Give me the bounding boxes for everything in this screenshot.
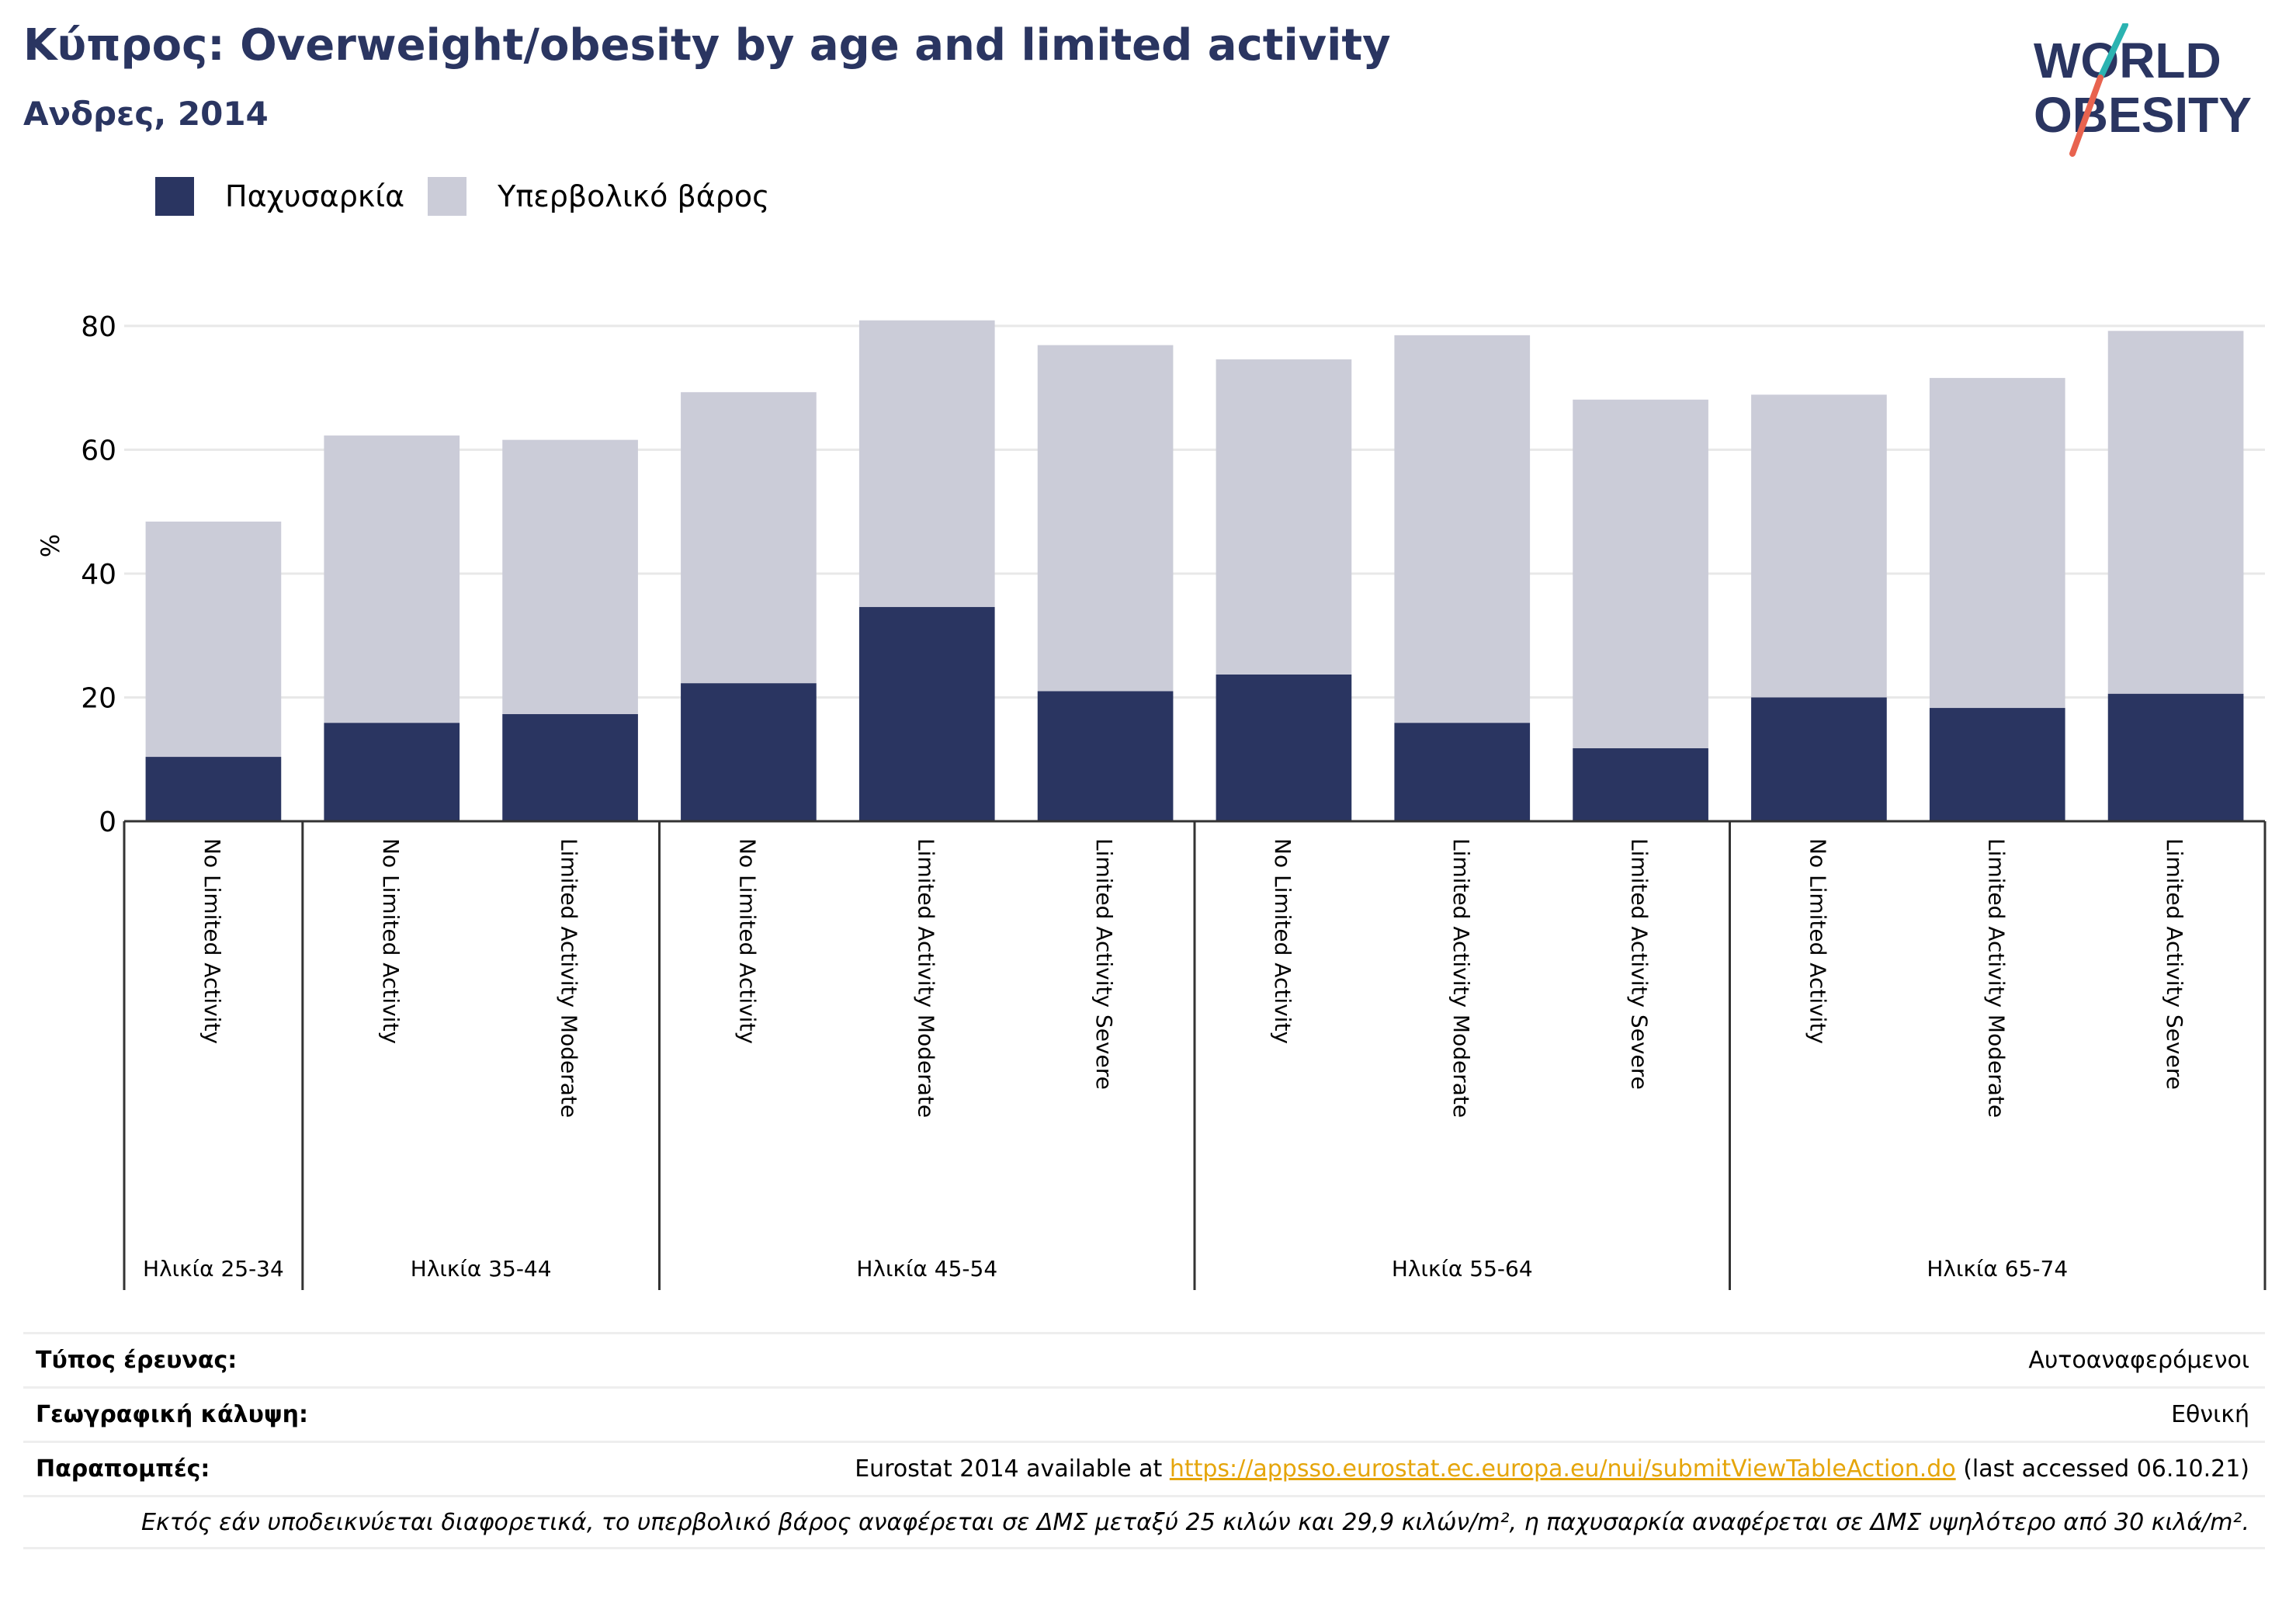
bar-overweight: [1929, 377, 2065, 709]
chart-title: Κύπρος: Overweight/obesity by age and li…: [23, 20, 1391, 71]
group-label: Ηλικία 35-44: [411, 1256, 552, 1282]
y-tick-label: 80: [81, 311, 116, 343]
x-tick-label: Limited Activity Moderate: [913, 838, 938, 1118]
references-prefix: Eurostat 2014 available at: [855, 1455, 1170, 1483]
world-obesity-logo: WORLD OBESITY: [2026, 22, 2274, 163]
x-tick-label: Limited Activity Severe: [2162, 838, 2187, 1090]
survey-value: Αυτοαναφερόμενοι: [2028, 1347, 2249, 1374]
bar-obesity: [502, 714, 638, 821]
bar-obesity: [681, 683, 817, 821]
legend-item-obesity: Παχυσαρκία: [155, 177, 404, 216]
bar-obesity: [1751, 697, 1887, 821]
bar-obesity: [145, 757, 282, 821]
bar-overweight: [681, 392, 817, 684]
logo-line2: OBESITY: [2034, 87, 2252, 143]
legend-item-overweight: Υπερβολικό βάρος: [428, 177, 769, 216]
logo-line1: WORLD: [2034, 33, 2221, 88]
bar-overweight: [2107, 331, 2244, 694]
x-tick-label: Limited Activity Moderate: [1983, 838, 2009, 1118]
x-tick-label: No Limited Activity: [1805, 838, 1830, 1044]
logo-slash-teal: [2097, 22, 2128, 81]
bar-overweight: [1751, 394, 1887, 698]
y-axis-label: %: [36, 534, 65, 557]
bar-obesity: [1929, 708, 2065, 821]
bar-overweight: [858, 320, 995, 608]
bar-overweight: [502, 439, 638, 715]
chart-legend: Παχυσαρκία Υπερβολικό βάρος: [155, 177, 793, 216]
references-value: Eurostat 2014 available at https://appss…: [855, 1455, 2265, 1483]
bar-obesity: [1394, 723, 1531, 821]
x-tick-label: Limited Activity Moderate: [557, 838, 582, 1118]
legend-swatch-obesity: [155, 177, 194, 216]
info-row-coverage: Γεωγραφική κάλυψη: Εθνική: [23, 1386, 2265, 1441]
group-label: Ηλικία 55-64: [1392, 1256, 1533, 1282]
x-tick-label: Limited Activity Severe: [1627, 838, 1653, 1090]
x-tick-label: No Limited Activity: [378, 838, 404, 1044]
y-tick-label: 60: [81, 435, 116, 467]
bar-obesity: [324, 723, 460, 821]
group-label: Ηλικία 25-34: [143, 1256, 284, 1282]
y-tick-label: 0: [99, 806, 116, 838]
info-row-references: Παραπομπές: Eurostat 2014 available at h…: [23, 1441, 2265, 1495]
stacked-bar-chart: 0 20 40 60 80% No Limited Activity No Limited …: [36, 311, 2267, 1290]
info-table: Τύπος έρευνας: Αυτοαναφερόμενοι Γεωγραφι…: [23, 1332, 2265, 1549]
bar-overweight: [1037, 345, 1174, 692]
legend-label-obesity: Παχυσαρκία: [225, 179, 405, 213]
bar-obesity: [2107, 693, 2244, 821]
info-row-survey: Τύπος έρευνας: Αυτοαναφερόμενοι: [23, 1332, 2265, 1386]
coverage-value: Εθνική: [2171, 1401, 2249, 1428]
bar-obesity: [858, 607, 995, 821]
bar-obesity: [1216, 674, 1352, 821]
coverage-label: Γεωγραφική κάλυψη:: [36, 1401, 309, 1428]
bar-overweight: [1216, 359, 1352, 675]
legend-label-overweight: Υπερβολικό βάρος: [498, 179, 770, 213]
group-label: Ηλικία 65-74: [1927, 1256, 2068, 1282]
references-link[interactable]: https://appsso.eurostat.ec.europa.eu/nui…: [1169, 1455, 1956, 1483]
x-tick-label: Limited Activity Moderate: [1448, 838, 1474, 1118]
references-suffix: (last accessed 06.10.21): [1955, 1455, 2249, 1483]
bar-overweight: [1394, 335, 1531, 723]
chart-subtitle: Ανδρες, 2014: [23, 95, 269, 133]
references-label: Παραπομπές:: [36, 1455, 210, 1483]
survey-label: Τύπος έρευνας:: [36, 1347, 238, 1374]
info-row-note: Εκτός εάν υποδεικνύεται διαφορετικά, το …: [23, 1495, 2265, 1549]
group-label: Ηλικία 45-54: [856, 1256, 997, 1282]
logo-slash-coral: [2069, 75, 2104, 157]
bar-overweight: [1573, 399, 1708, 748]
bar-obesity: [1037, 691, 1174, 821]
definition-note: Εκτός εάν υποδεικνύεται διαφορετικά, το …: [140, 1508, 2249, 1536]
legend-swatch-overweight: [428, 177, 467, 216]
bar-overweight: [145, 521, 282, 758]
bar-obesity: [1573, 747, 1708, 821]
x-tick-label: No Limited Activity: [1270, 838, 1295, 1044]
y-tick-label: 20: [81, 682, 116, 714]
x-tick-label: No Limited Activity: [199, 838, 225, 1044]
x-tick-label: Limited Activity Severe: [1091, 838, 1117, 1090]
bar-overweight: [324, 435, 460, 723]
y-tick-label: 40: [81, 559, 116, 591]
x-tick-label: No Limited Activity: [734, 838, 760, 1044]
